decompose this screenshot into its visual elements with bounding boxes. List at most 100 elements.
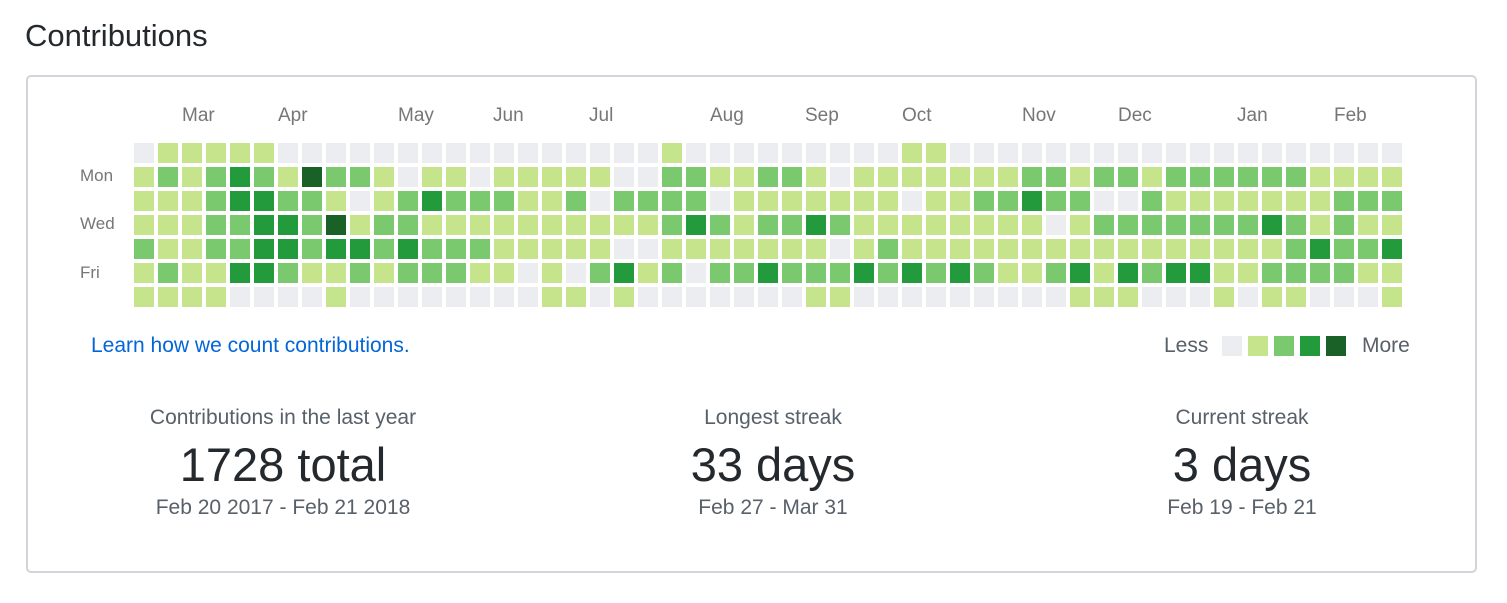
contribution-cell[interactable] xyxy=(1382,239,1402,259)
contribution-cell[interactable] xyxy=(1286,263,1306,283)
contribution-cell[interactable] xyxy=(446,263,466,283)
contribution-cell[interactable] xyxy=(374,143,394,163)
contribution-cell[interactable] xyxy=(302,215,322,235)
contribution-cell[interactable] xyxy=(230,239,250,259)
contribution-cell[interactable] xyxy=(998,191,1018,211)
contribution-cell[interactable] xyxy=(278,191,298,211)
contribution-cell[interactable] xyxy=(638,239,658,259)
contribution-cell[interactable] xyxy=(350,143,370,163)
contribution-cell[interactable] xyxy=(494,143,514,163)
contribution-cell[interactable] xyxy=(590,215,610,235)
contribution-cell[interactable] xyxy=(998,263,1018,283)
contribution-cell[interactable] xyxy=(494,191,514,211)
contribution-cell[interactable] xyxy=(1070,167,1090,187)
contribution-cell[interactable] xyxy=(398,239,418,259)
contribution-cell[interactable] xyxy=(1118,239,1138,259)
contribution-cell[interactable] xyxy=(830,143,850,163)
contribution-cell[interactable] xyxy=(350,215,370,235)
contribution-cell[interactable] xyxy=(950,143,970,163)
contribution-cell[interactable] xyxy=(830,215,850,235)
contribution-cell[interactable] xyxy=(182,167,202,187)
contribution-cell[interactable] xyxy=(566,215,586,235)
contribution-cell[interactable] xyxy=(638,287,658,307)
contribution-cell[interactable] xyxy=(686,167,706,187)
contribution-cell[interactable] xyxy=(1142,143,1162,163)
contribution-cell[interactable] xyxy=(518,191,538,211)
contribution-cell[interactable] xyxy=(1070,239,1090,259)
contribution-cell[interactable] xyxy=(590,191,610,211)
contribution-cell[interactable] xyxy=(254,191,274,211)
contribution-cell[interactable] xyxy=(1118,191,1138,211)
contribution-cell[interactable] xyxy=(518,167,538,187)
contribution-cell[interactable] xyxy=(206,191,226,211)
contribution-cell[interactable] xyxy=(974,263,994,283)
contribution-cell[interactable] xyxy=(158,215,178,235)
contribution-cell[interactable] xyxy=(542,191,562,211)
contribution-cell[interactable] xyxy=(902,191,922,211)
contribution-cell[interactable] xyxy=(326,287,346,307)
contribution-cell[interactable] xyxy=(734,263,754,283)
contribution-cell[interactable] xyxy=(470,143,490,163)
contribution-cell[interactable] xyxy=(1046,263,1066,283)
contribution-cell[interactable] xyxy=(878,143,898,163)
contribution-cell[interactable] xyxy=(566,263,586,283)
contribution-cell[interactable] xyxy=(1190,239,1210,259)
contribution-cell[interactable] xyxy=(398,191,418,211)
contribution-cell[interactable] xyxy=(230,215,250,235)
contribution-cell[interactable] xyxy=(1142,287,1162,307)
contribution-cell[interactable] xyxy=(1358,191,1378,211)
contribution-cell[interactable] xyxy=(422,287,442,307)
contribution-cell[interactable] xyxy=(1166,143,1186,163)
contribution-cell[interactable] xyxy=(902,215,922,235)
contribution-cell[interactable] xyxy=(350,287,370,307)
contribution-cell[interactable] xyxy=(398,215,418,235)
contribution-cell[interactable] xyxy=(734,167,754,187)
contribution-cell[interactable] xyxy=(1094,287,1114,307)
contribution-cell[interactable] xyxy=(398,143,418,163)
contribution-cell[interactable] xyxy=(854,215,874,235)
contribution-cell[interactable] xyxy=(1382,167,1402,187)
contribution-cell[interactable] xyxy=(206,167,226,187)
contribution-cell[interactable] xyxy=(1382,287,1402,307)
contribution-cell[interactable] xyxy=(422,263,442,283)
contribution-cell[interactable] xyxy=(1286,215,1306,235)
contribution-cell[interactable] xyxy=(1118,287,1138,307)
contribution-cell[interactable] xyxy=(1046,215,1066,235)
contribution-cell[interactable] xyxy=(1334,191,1354,211)
contribution-cell[interactable] xyxy=(782,287,802,307)
contribution-cell[interactable] xyxy=(1118,263,1138,283)
contribution-cell[interactable] xyxy=(134,191,154,211)
contribution-cell[interactable] xyxy=(662,191,682,211)
contribution-cell[interactable] xyxy=(1214,215,1234,235)
contribution-cell[interactable] xyxy=(710,287,730,307)
contribution-cell[interactable] xyxy=(1358,215,1378,235)
contribution-cell[interactable] xyxy=(1310,263,1330,283)
contribution-cell[interactable] xyxy=(1142,239,1162,259)
contribution-cell[interactable] xyxy=(1070,143,1090,163)
contribution-cell[interactable] xyxy=(326,239,346,259)
contribution-cell[interactable] xyxy=(566,143,586,163)
contribution-cell[interactable] xyxy=(902,167,922,187)
contribution-cell[interactable] xyxy=(614,143,634,163)
contribution-cell[interactable] xyxy=(878,191,898,211)
contribution-cell[interactable] xyxy=(1358,167,1378,187)
contribution-cell[interactable] xyxy=(854,143,874,163)
contribution-cell[interactable] xyxy=(350,167,370,187)
contribution-cell[interactable] xyxy=(326,263,346,283)
contribution-cell[interactable] xyxy=(1142,191,1162,211)
contribution-cell[interactable] xyxy=(710,215,730,235)
contribution-cell[interactable] xyxy=(926,263,946,283)
contribution-cell[interactable] xyxy=(614,287,634,307)
contribution-cell[interactable] xyxy=(302,143,322,163)
contribution-cell[interactable] xyxy=(422,239,442,259)
contribution-cell[interactable] xyxy=(590,167,610,187)
contribution-cell[interactable] xyxy=(1118,167,1138,187)
contribution-cell[interactable] xyxy=(1310,239,1330,259)
contribution-cell[interactable] xyxy=(254,239,274,259)
contribution-cell[interactable] xyxy=(206,239,226,259)
contribution-cell[interactable] xyxy=(1238,239,1258,259)
contribution-cell[interactable] xyxy=(734,287,754,307)
contribution-cell[interactable] xyxy=(1358,239,1378,259)
contribution-cell[interactable] xyxy=(182,239,202,259)
contribution-cell[interactable] xyxy=(974,167,994,187)
